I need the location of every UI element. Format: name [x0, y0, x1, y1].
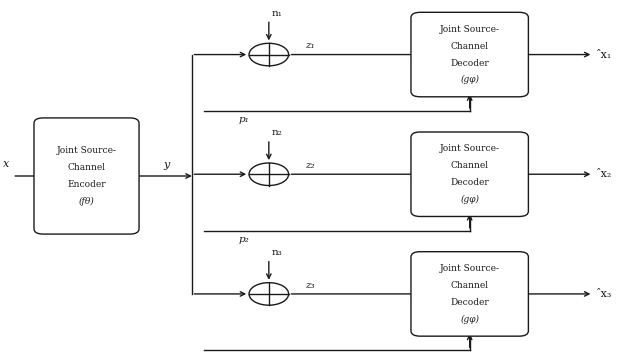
Text: Channel: Channel [67, 163, 106, 172]
Text: Channel: Channel [451, 161, 489, 170]
FancyBboxPatch shape [411, 12, 528, 97]
Text: (gφ): (gφ) [460, 75, 479, 84]
Text: Decoder: Decoder [451, 178, 489, 187]
Text: Channel: Channel [451, 281, 489, 290]
Text: Decoder: Decoder [451, 58, 489, 68]
Text: n₁: n₁ [272, 8, 283, 18]
Text: (gφ): (gφ) [460, 315, 479, 324]
Text: Joint Source-: Joint Source- [56, 146, 117, 155]
Text: n₃: n₃ [272, 248, 282, 257]
Text: Decoder: Decoder [451, 298, 489, 307]
Text: y: y [164, 161, 170, 170]
Text: n₂: n₂ [272, 128, 283, 137]
Circle shape [249, 283, 289, 305]
Text: (fθ): (fθ) [78, 197, 95, 206]
Text: ˆx₁: ˆx₁ [596, 50, 612, 59]
Text: z₃: z₃ [305, 281, 315, 290]
Text: (gφ): (gφ) [460, 195, 479, 204]
FancyBboxPatch shape [411, 252, 528, 336]
Text: x: x [3, 159, 9, 169]
Text: Joint Source-: Joint Source- [439, 144, 500, 153]
Text: Channel: Channel [451, 42, 489, 51]
Text: Joint Source-: Joint Source- [439, 264, 500, 273]
Text: z₁: z₁ [305, 41, 315, 50]
Circle shape [249, 43, 289, 66]
Circle shape [249, 163, 289, 186]
Text: ˆx₂: ˆx₂ [596, 169, 612, 179]
Text: p₂: p₂ [239, 235, 250, 244]
Text: z₂: z₂ [305, 161, 315, 170]
FancyBboxPatch shape [411, 132, 528, 216]
Text: ˆx₃: ˆx₃ [596, 289, 612, 299]
Text: Encoder: Encoder [67, 180, 106, 189]
Text: p₁: p₁ [239, 115, 250, 124]
FancyBboxPatch shape [34, 118, 139, 234]
Text: Joint Source-: Joint Source- [439, 25, 500, 34]
